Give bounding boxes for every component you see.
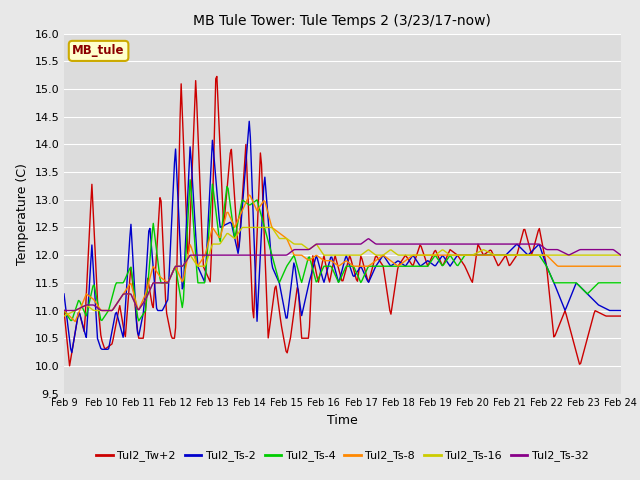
Tul2_Tw+2 bbox=[327, 274, 335, 279]
Tul2_Ts-4 bbox=[327, 264, 335, 269]
Y-axis label: Temperature (C): Temperature (C) bbox=[16, 163, 29, 264]
Tul2_Ts-16 bbox=[239, 225, 246, 230]
Tul2_Ts-32 bbox=[393, 241, 401, 247]
Legend: Tul2_Tw+2, Tul2_Ts-2, Tul2_Ts-4, Tul2_Ts-8, Tul2_Ts-16, Tul2_Ts-32: Tul2_Tw+2, Tul2_Ts-2, Tul2_Ts-4, Tul2_Ts… bbox=[92, 446, 593, 466]
Tul2_Ts-2 bbox=[606, 308, 614, 313]
Tul2_Ts-8 bbox=[364, 264, 371, 269]
Tul2_Tw+2 bbox=[364, 276, 371, 282]
Line: Tul2_Ts-32: Tul2_Ts-32 bbox=[64, 239, 621, 311]
Tul2_Ts-16 bbox=[605, 252, 612, 258]
Tul2_Ts-4 bbox=[394, 264, 401, 269]
Tul2_Tw+2 bbox=[606, 313, 614, 319]
Tul2_Ts-16 bbox=[329, 252, 337, 258]
Title: MB Tule Tower: Tule Temps 2 (3/23/17-now): MB Tule Tower: Tule Temps 2 (3/23/17-now… bbox=[193, 14, 492, 28]
Tul2_Ts-2 bbox=[245, 119, 253, 124]
Tul2_Ts-32 bbox=[328, 241, 335, 247]
Tul2_Tw+2 bbox=[330, 257, 338, 263]
Tul2_Ts-8 bbox=[617, 264, 625, 269]
Tul2_Tw+2 bbox=[66, 363, 74, 369]
Tul2_Ts-8 bbox=[394, 263, 401, 269]
Tul2_Ts-8 bbox=[330, 260, 338, 265]
Tul2_Tw+2 bbox=[60, 308, 68, 313]
Tul2_Ts-8 bbox=[60, 308, 68, 313]
Text: MB_tule: MB_tule bbox=[72, 44, 125, 58]
Tul2_Ts-16 bbox=[518, 252, 525, 258]
Tul2_Ts-2 bbox=[519, 247, 527, 252]
Tul2_Ts-16 bbox=[326, 252, 333, 258]
Tul2_Ts-16 bbox=[617, 252, 625, 258]
Tul2_Ts-2 bbox=[60, 291, 68, 297]
Tul2_Ts-8 bbox=[606, 264, 614, 269]
Tul2_Tw+2 bbox=[617, 313, 625, 319]
Tul2_Ts-4 bbox=[330, 270, 338, 276]
Tul2_Ts-2 bbox=[330, 263, 338, 268]
Line: Tul2_Ts-4: Tul2_Ts-4 bbox=[64, 180, 621, 321]
Tul2_Ts-16 bbox=[60, 313, 68, 319]
Tul2_Ts-2 bbox=[68, 349, 76, 355]
Tul2_Ts-2 bbox=[364, 278, 371, 284]
Line: Tul2_Ts-2: Tul2_Ts-2 bbox=[64, 121, 621, 352]
Tul2_Ts-16 bbox=[362, 248, 370, 254]
Tul2_Ts-32 bbox=[617, 252, 625, 258]
Tul2_Ts-8 bbox=[519, 252, 527, 258]
Tul2_Ts-2 bbox=[394, 258, 401, 264]
Tul2_Ts-4 bbox=[606, 280, 614, 286]
Tul2_Ts-32 bbox=[362, 238, 369, 244]
Tul2_Ts-2 bbox=[617, 308, 625, 313]
Tul2_Ts-4 bbox=[617, 280, 625, 286]
Tul2_Tw+2 bbox=[213, 73, 221, 79]
Tul2_Ts-4 bbox=[60, 308, 68, 313]
Tul2_Ts-16 bbox=[393, 251, 401, 257]
Line: Tul2_Tw+2: Tul2_Tw+2 bbox=[64, 76, 621, 366]
Tul2_Ts-4 bbox=[364, 265, 371, 271]
Tul2_Tw+2 bbox=[394, 266, 401, 272]
Tul2_Ts-2 bbox=[327, 254, 335, 260]
Tul2_Ts-8 bbox=[327, 258, 335, 264]
Tul2_Ts-32 bbox=[365, 236, 372, 241]
Tul2_Ts-8 bbox=[71, 319, 79, 324]
Tul2_Ts-32 bbox=[605, 247, 612, 252]
Line: Tul2_Ts-8: Tul2_Ts-8 bbox=[64, 195, 621, 322]
Tul2_Ts-4 bbox=[135, 318, 143, 324]
Tul2_Ts-4 bbox=[186, 177, 194, 182]
X-axis label: Time: Time bbox=[327, 414, 358, 427]
Tul2_Ts-32 bbox=[518, 241, 525, 247]
Tul2_Ts-32 bbox=[324, 241, 332, 247]
Tul2_Ts-8 bbox=[245, 192, 253, 198]
Line: Tul2_Ts-16: Tul2_Ts-16 bbox=[64, 228, 621, 316]
Tul2_Tw+2 bbox=[519, 231, 527, 237]
Tul2_Ts-32 bbox=[60, 308, 68, 313]
Tul2_Ts-4 bbox=[519, 252, 527, 258]
